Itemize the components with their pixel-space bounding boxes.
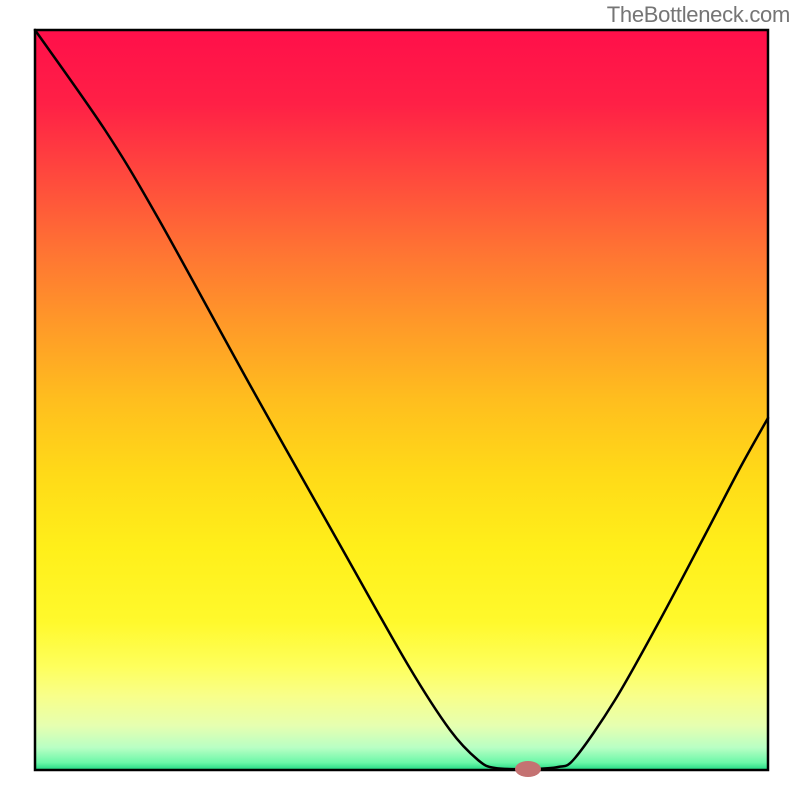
bottleneck-chart [0, 0, 800, 800]
chart-background [35, 30, 768, 770]
optimal-marker [515, 761, 541, 777]
watermark-text: TheBottleneck.com [607, 2, 790, 28]
chart-container: { "watermark": "TheBottleneck.com", "cha… [0, 0, 800, 800]
